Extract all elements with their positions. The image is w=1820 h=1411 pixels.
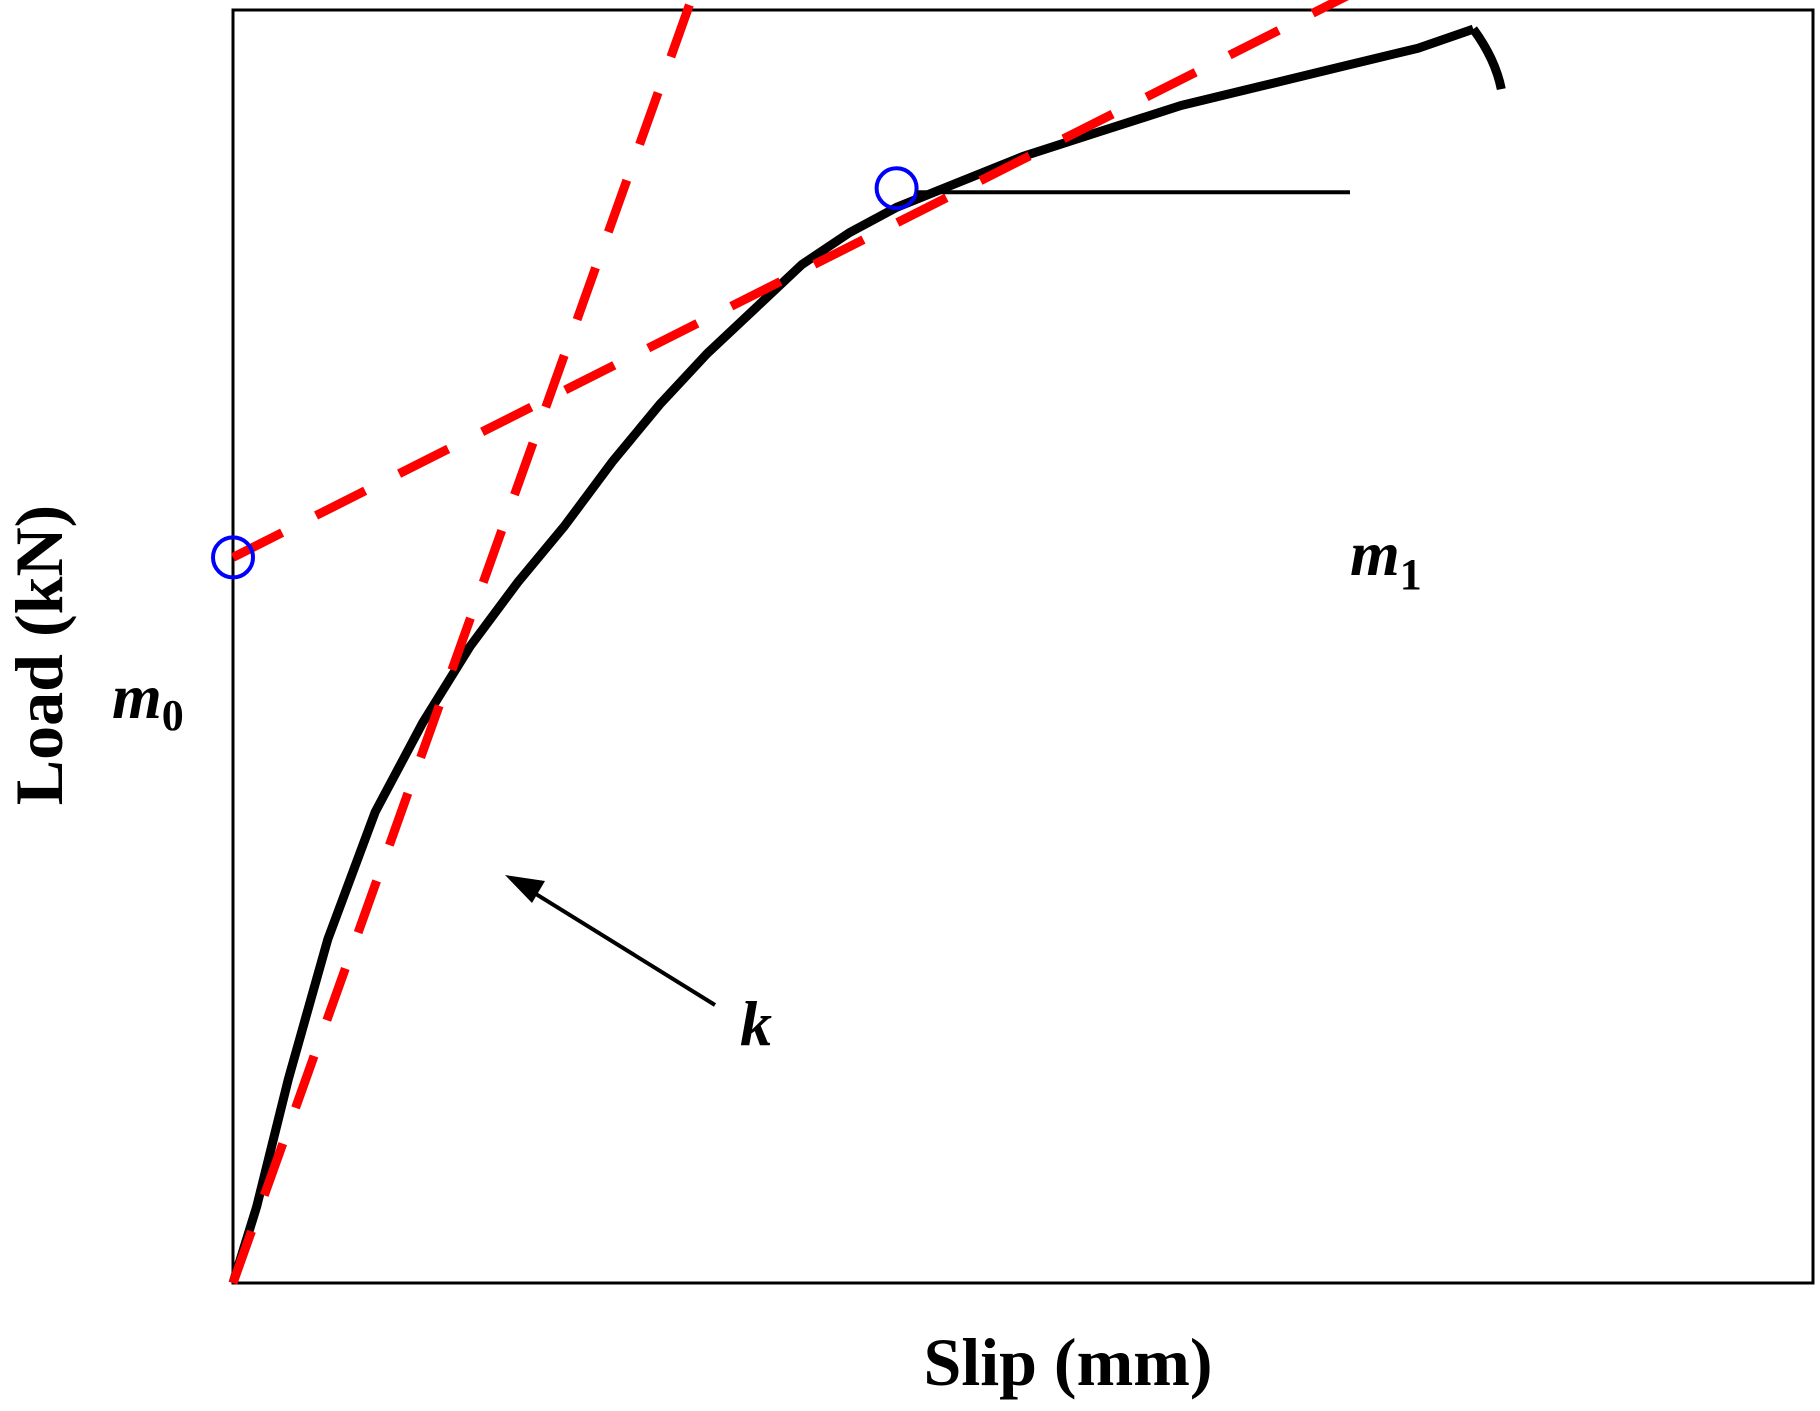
x-axis-label: Slip (mm) (924, 1324, 1213, 1400)
series-line-1 (228, 0, 696, 1285)
annotation-layer (211, 166, 1350, 1007)
point-label-m0-subscript: 0 (162, 691, 184, 740)
annotation-label-k: k (740, 988, 772, 1059)
arrow-line-k (521, 884, 717, 1007)
series-layer (228, 0, 1506, 1285)
point-marker-m1 (874, 166, 919, 211)
point-label-m0: m0 (112, 661, 184, 740)
arrow-head-k (505, 875, 545, 903)
point-label-m1-subscript: 1 (1400, 550, 1422, 599)
point-marker-m0 (211, 535, 255, 580)
series-line-2 (230, 0, 1349, 562)
point-label-m0-main: m (112, 661, 162, 732)
point-label-m1-main: m (1350, 518, 1400, 589)
y-axis-label: Load (kN) (1, 505, 77, 805)
series-line-0 (228, 24, 1475, 1285)
series-line-0-end-hook (1469, 26, 1506, 91)
point-label-m1: m1 (1350, 518, 1422, 599)
plot-frame (231, 8, 1815, 1285)
